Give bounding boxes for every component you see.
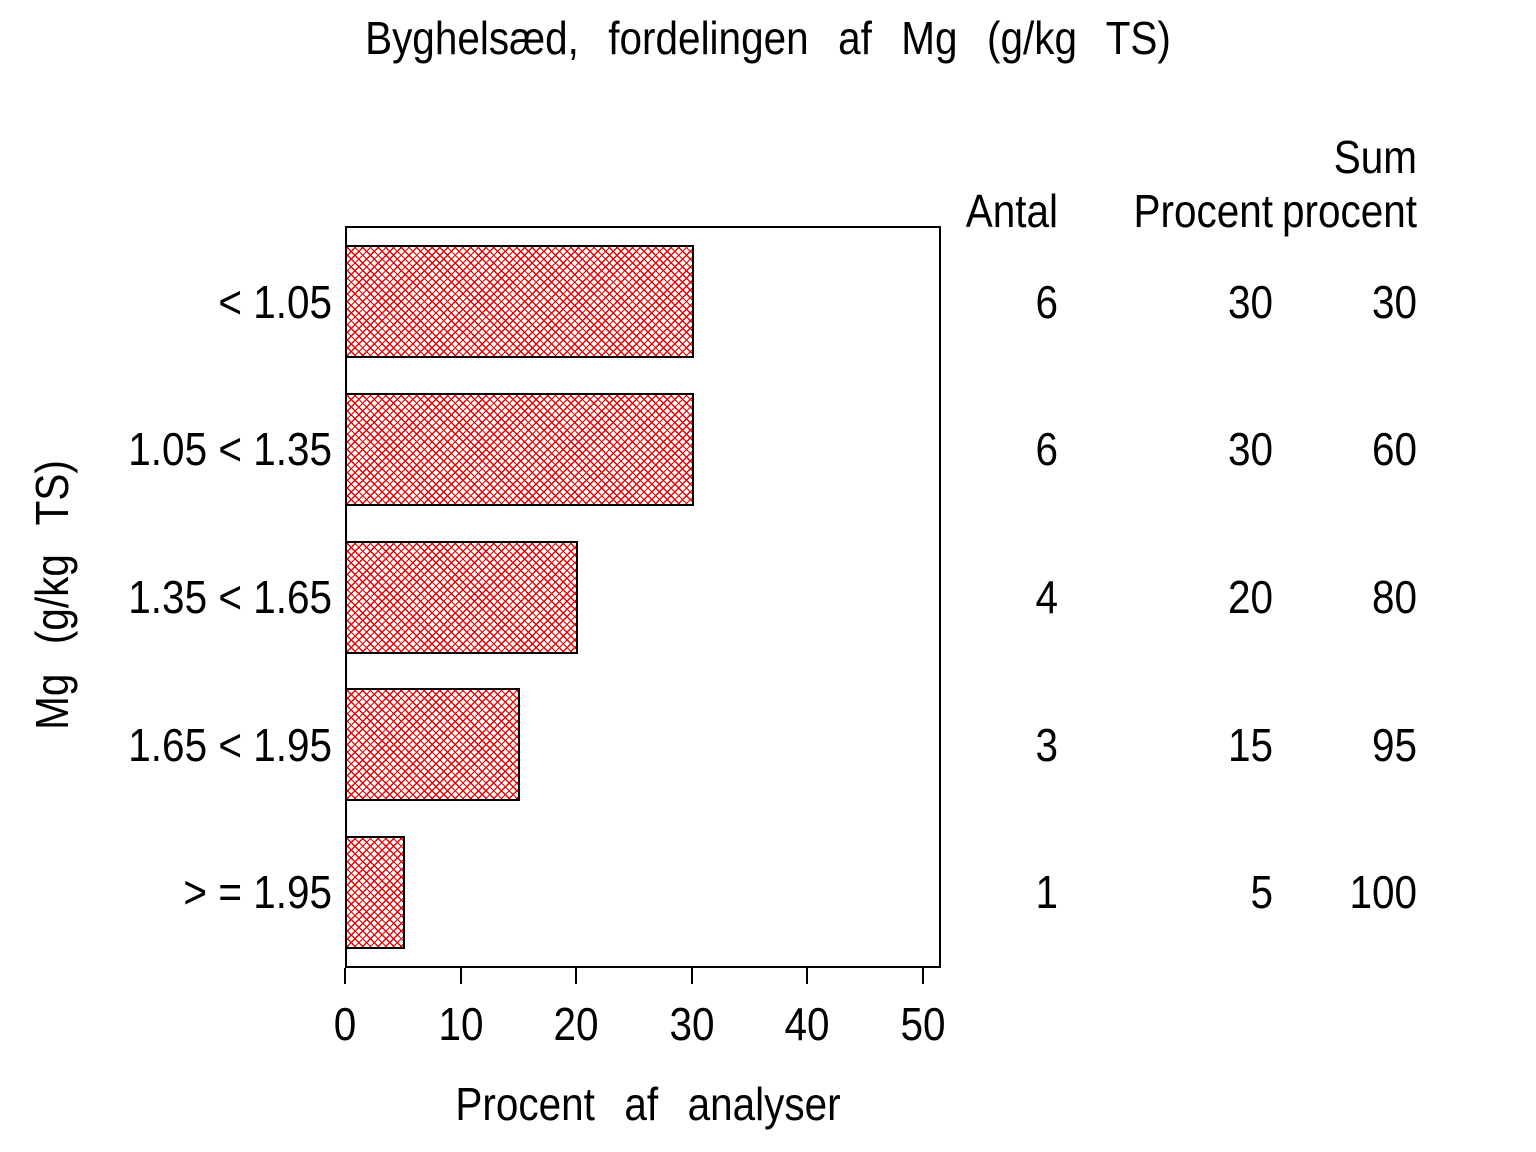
x-tick-mark-30 — [690, 968, 693, 984]
table-header-sum-procent: Sum procent — [1281, 131, 1417, 237]
y-category-label-3: 1.65 < 1.95 — [128, 718, 332, 771]
x-tick-mark-40 — [806, 968, 809, 984]
table-cell-antal-row-1: 6 — [1035, 423, 1058, 476]
y-category-label-2: 1.35 < 1.65 — [128, 571, 332, 623]
x-axis-title: Procent af analyser — [455, 1078, 841, 1130]
chart-title: Byghelsæd, fordelingen af Mg (g/kg TS) — [365, 12, 1171, 64]
table-cell-procent-row-3: 15 — [1227, 718, 1273, 771]
x-tick-label-40: 40 — [784, 998, 830, 1050]
plot-area — [345, 226, 941, 968]
x-tick-label-50: 50 — [900, 998, 946, 1050]
x-tick-mark-10 — [459, 968, 462, 984]
bar-row-1 — [347, 392, 694, 506]
bar-row-2 — [347, 540, 579, 654]
table-header-procent: Procent — [1133, 185, 1273, 237]
x-tick-label-30: 30 — [669, 998, 715, 1050]
table-cell-procent-row-4: 5 — [1250, 866, 1273, 919]
table-cell-sum_procent-row-1: 60 — [1371, 423, 1417, 476]
x-tick-label-0: 0 — [333, 998, 357, 1050]
bar-row-4 — [347, 835, 405, 949]
table-cell-sum_procent-row-3: 95 — [1371, 718, 1417, 771]
table-cell-antal-row-4: 1 — [1035, 866, 1058, 919]
x-tick-label-10: 10 — [438, 998, 484, 1050]
x-tick-mark-20 — [575, 968, 578, 984]
bar-row-3 — [347, 688, 521, 802]
y-category-label-4: > = 1.95 — [183, 866, 332, 919]
table-cell-procent-row-1: 30 — [1227, 423, 1273, 476]
bar-row-0 — [347, 245, 694, 359]
table-cell-procent-row-0: 30 — [1227, 275, 1273, 328]
table-cell-procent-row-2: 20 — [1227, 571, 1273, 623]
table-header-antal: Antal — [965, 185, 1058, 237]
x-tick-mark-50 — [922, 968, 924, 984]
y-category-label-0: < 1.05 — [218, 275, 332, 328]
table-cell-sum_procent-row-0: 30 — [1371, 275, 1417, 328]
x-tick-mark-0 — [344, 968, 346, 984]
table-cell-antal-row-2: 4 — [1035, 571, 1058, 623]
table-cell-sum_procent-row-2: 80 — [1371, 571, 1417, 623]
y-category-label-1: 1.05 < 1.35 — [128, 423, 332, 476]
table-cell-antal-row-0: 6 — [1035, 275, 1058, 328]
table-cell-sum_procent-row-4: 100 — [1349, 866, 1417, 919]
x-tick-label-20: 20 — [553, 998, 599, 1050]
table-cell-antal-row-3: 3 — [1035, 718, 1058, 771]
